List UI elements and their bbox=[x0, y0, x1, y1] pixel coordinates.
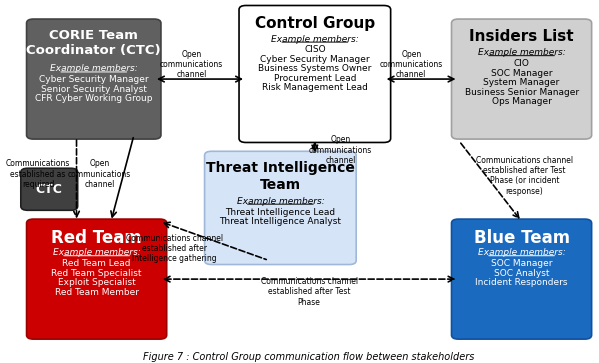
FancyBboxPatch shape bbox=[239, 5, 391, 142]
Text: Risk Management Lead: Risk Management Lead bbox=[262, 83, 368, 93]
Text: Senior Security Analyst: Senior Security Analyst bbox=[41, 85, 147, 94]
Text: Threat Intelligence
Team: Threat Intelligence Team bbox=[206, 162, 355, 192]
Text: Red Team Member: Red Team Member bbox=[55, 287, 138, 297]
Text: Open
communications
channel: Open communications channel bbox=[160, 50, 223, 79]
Text: Open
communications
channel: Open communications channel bbox=[380, 50, 443, 79]
Text: Control Group: Control Group bbox=[255, 16, 375, 30]
Text: Communications channel
established after Test
Phase: Communications channel established after… bbox=[261, 277, 358, 307]
Text: Cyber Security Manager: Cyber Security Manager bbox=[260, 55, 370, 64]
Text: Communications channel
established after Test
Phase (or incident
response): Communications channel established after… bbox=[476, 156, 573, 196]
Text: CORIE Team
Coordinator (CTC): CORIE Team Coordinator (CTC) bbox=[26, 29, 161, 57]
FancyBboxPatch shape bbox=[26, 219, 167, 339]
Text: Incident Responders: Incident Responders bbox=[476, 278, 568, 287]
FancyBboxPatch shape bbox=[26, 19, 161, 139]
Text: Example members:: Example members: bbox=[53, 248, 141, 257]
Text: Figure 7 : Control Group communication flow between stakeholders: Figure 7 : Control Group communication f… bbox=[143, 352, 475, 362]
Text: Open
communications
channel: Open communications channel bbox=[68, 159, 131, 189]
Text: Example members:: Example members: bbox=[271, 34, 359, 44]
Text: Example members:: Example members: bbox=[237, 197, 324, 206]
Text: Exploit Specialist: Exploit Specialist bbox=[58, 278, 135, 287]
Text: Cyber Security Manager: Cyber Security Manager bbox=[39, 76, 149, 84]
Text: Ops Manager: Ops Manager bbox=[492, 97, 552, 106]
Text: Insiders List: Insiders List bbox=[469, 29, 574, 44]
Text: CFR Cyber Working Group: CFR Cyber Working Group bbox=[35, 94, 153, 103]
Text: Example members:: Example members: bbox=[50, 65, 138, 73]
Text: Red Team Specialist: Red Team Specialist bbox=[52, 269, 142, 278]
Text: CISO: CISO bbox=[304, 45, 326, 54]
FancyBboxPatch shape bbox=[21, 168, 78, 210]
Text: Procurement Lead: Procurement Lead bbox=[274, 74, 356, 83]
FancyBboxPatch shape bbox=[452, 219, 592, 339]
FancyBboxPatch shape bbox=[452, 19, 592, 139]
Text: SOC Analyst: SOC Analyst bbox=[494, 269, 549, 278]
Text: Communications channel
established after
Intelligence gathering: Communications channel established after… bbox=[126, 234, 223, 264]
Text: Communications
established as
required: Communications established as required bbox=[6, 159, 70, 189]
Text: Business Systems Owner: Business Systems Owner bbox=[258, 65, 371, 73]
Text: Example members:: Example members: bbox=[477, 248, 565, 257]
Text: Red Team Lead: Red Team Lead bbox=[62, 259, 131, 268]
FancyBboxPatch shape bbox=[205, 151, 356, 265]
Text: Threat Intelligence Analyst: Threat Intelligence Analyst bbox=[219, 217, 341, 226]
Text: SOC Manager: SOC Manager bbox=[491, 259, 552, 268]
Text: Open
communications
channel: Open communications channel bbox=[309, 135, 373, 165]
Text: CTC: CTC bbox=[36, 183, 63, 196]
Text: Red Team: Red Team bbox=[52, 229, 142, 247]
Text: Blue Team: Blue Team bbox=[473, 229, 570, 247]
Text: CIO: CIO bbox=[513, 59, 530, 68]
Text: System Manager: System Manager bbox=[483, 78, 559, 87]
Text: Business Senior Manager: Business Senior Manager bbox=[464, 87, 579, 97]
Text: Threat Intelligence Lead: Threat Intelligence Lead bbox=[225, 208, 335, 217]
Text: SOC Manager: SOC Manager bbox=[491, 69, 552, 78]
Text: Example members:: Example members: bbox=[477, 48, 565, 57]
